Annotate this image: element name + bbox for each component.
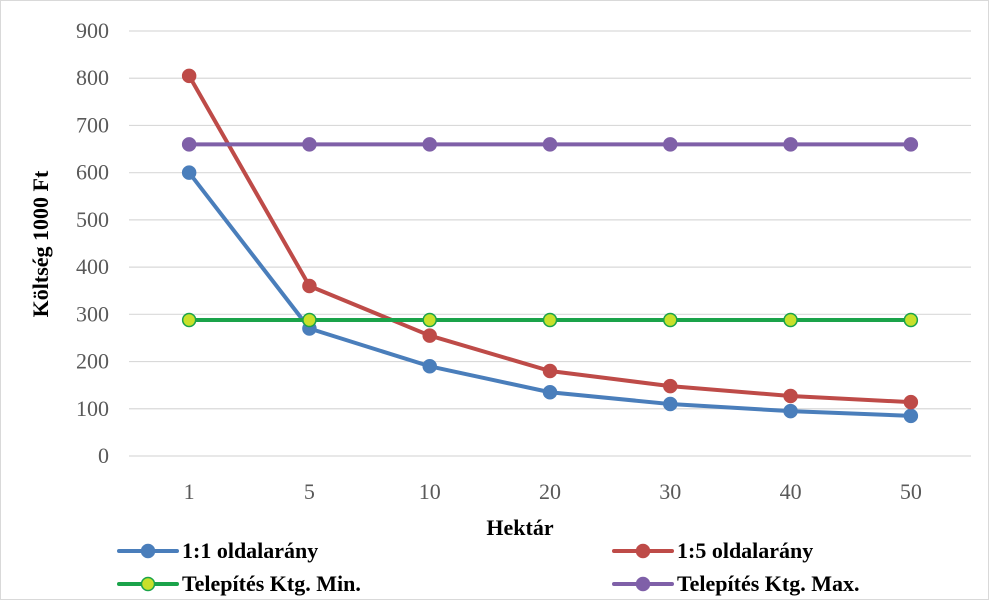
data-point (783, 403, 798, 419)
legend-marker (140, 576, 156, 592)
data-point (903, 408, 919, 424)
legend-label: Telepítés Ktg. Min. (182, 571, 361, 596)
legend-marker (635, 543, 651, 559)
x-tick-label: 1 (184, 479, 195, 504)
legend-marker (635, 576, 651, 592)
data-point (422, 328, 437, 343)
x-axis-title: Hektár (486, 515, 553, 540)
data-point (181, 68, 197, 84)
data-point (663, 137, 678, 152)
data-point (903, 312, 919, 328)
x-tick-label: 30 (659, 479, 681, 504)
y-axis-title: Költség 1000 Ft (28, 170, 53, 317)
data-point (783, 137, 798, 152)
legend-label: 1:5 oldalarány (677, 538, 813, 563)
y-tick-label: 0 (98, 443, 109, 468)
y-tick-label: 400 (76, 254, 109, 279)
x-tick-label: 10 (419, 479, 441, 504)
legend-item: Telepítés Ktg. Min. (117, 571, 361, 596)
series-2 (181, 68, 919, 410)
data-point (542, 385, 558, 400)
legend: 1:1 oldalarány 1:5 oldalarány Telepítés Kt… (117, 538, 860, 596)
data-point (783, 388, 798, 404)
data-point (181, 312, 197, 328)
series-group (181, 68, 919, 424)
data-point (783, 312, 798, 328)
y-tick-label: 600 (76, 160, 109, 185)
data-point (422, 359, 437, 374)
data-point (663, 378, 678, 394)
data-point (663, 396, 678, 412)
legend-label: 1:1 oldalarány (182, 538, 318, 563)
x-tick-label: 50 (900, 479, 922, 504)
data-point (903, 137, 919, 152)
data-point (542, 363, 558, 379)
data-point (181, 137, 197, 152)
x-tick-label: 40 (780, 479, 802, 504)
data-point (542, 312, 558, 328)
legend-item: 1:5 oldalarány (612, 538, 813, 563)
y-tick-label: 800 (76, 65, 109, 90)
x-tick-label: 5 (304, 479, 315, 504)
legend-label: Telepítés Ktg. Max. (677, 571, 860, 596)
y-axis-ticks: 0 100 200 300 400 500 600 700 800 900 (76, 18, 109, 468)
data-point (903, 394, 919, 410)
y-tick-label: 100 (76, 396, 109, 421)
legend-item: Telepítés Ktg. Max. (612, 571, 860, 596)
y-tick-label: 900 (76, 18, 109, 43)
data-point (302, 312, 317, 328)
x-tick-label: 20 (539, 479, 561, 504)
data-point (542, 137, 558, 152)
series-1 (181, 165, 919, 424)
series-line (187, 170, 913, 418)
series-4 (181, 137, 919, 152)
series-line (187, 73, 913, 405)
x-axis-ticks: 1 5 10 20 30 40 50 (184, 479, 922, 504)
y-tick-label: 700 (76, 112, 109, 137)
y-tick-label: 200 (76, 349, 109, 374)
legend-marker (140, 543, 156, 559)
series-3 (181, 312, 919, 328)
data-point (302, 137, 317, 152)
data-point (302, 278, 317, 294)
data-point (181, 165, 197, 180)
y-tick-label: 300 (76, 301, 109, 326)
legend-item: 1:1 oldalarány (117, 538, 318, 563)
y-tick-label: 500 (76, 207, 109, 232)
data-point (422, 137, 437, 152)
data-point (422, 312, 437, 328)
data-point (663, 312, 678, 328)
